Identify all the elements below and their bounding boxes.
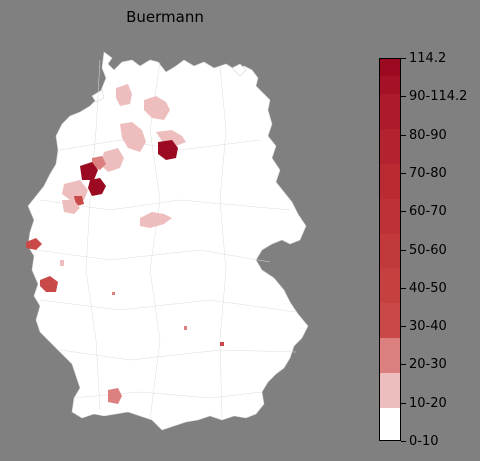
colorbar-segment: [380, 372, 400, 408]
map-title: Buermann: [126, 8, 204, 26]
district-region: [62, 180, 88, 200]
district-region: [184, 326, 187, 330]
colorbar-tick: [401, 96, 406, 98]
district-region: [60, 260, 64, 266]
colorbar-tick: [401, 58, 406, 59]
district-region: [88, 178, 106, 196]
district-region: [80, 162, 98, 180]
colorbar-tick-label: 30-40: [409, 319, 447, 335]
colorbar-segment: [380, 198, 400, 234]
district-region: [92, 156, 106, 170]
district-region: [40, 276, 58, 292]
colorbar-segment: [380, 407, 400, 440]
highlighted-districts: [26, 84, 224, 404]
colorbar-tick-label: 90-114.2: [409, 89, 468, 105]
colorbar-tick-label: 80-90: [409, 127, 447, 143]
colorbar: [379, 58, 401, 441]
colorbar-segment: [380, 163, 400, 199]
colorbar-tick: [401, 134, 406, 136]
colorbar-tick-label: 10-20: [409, 395, 447, 411]
germany-outline: [27, 51, 309, 431]
district-region: [116, 84, 132, 106]
colorbar-tick-label: 20-30: [409, 357, 447, 373]
district-region: [62, 200, 80, 214]
colorbar-segment: [380, 302, 400, 339]
colorbar-tick-label: 114.2: [409, 51, 447, 66]
colorbar-tick-label: 50-60: [409, 242, 447, 258]
colorbar-tick: [401, 441, 406, 442]
colorbar-segment: [380, 267, 400, 304]
district-region: [144, 96, 170, 120]
colorbar-tick: [401, 364, 406, 366]
district-region: [26, 238, 42, 250]
district-region: [100, 148, 124, 172]
colorbar-tick: [401, 249, 406, 251]
district-region: [108, 388, 122, 404]
district-region: [112, 292, 115, 295]
district-region: [158, 140, 178, 160]
colorbar-segment: [380, 337, 400, 373]
colorbar-segment: [380, 93, 400, 130]
district-region: [220, 342, 224, 346]
colorbar-tick-label: 70-80: [409, 165, 447, 181]
colorbar-tick: [401, 402, 406, 404]
colorbar-tick: [401, 287, 406, 289]
colorbar-segment: [380, 59, 400, 77]
colorbar-tick: [401, 326, 406, 328]
colorbar-tick-label: 60-70: [409, 204, 447, 220]
colorbar-segment: [380, 128, 400, 164]
colorbar-tick: [401, 172, 406, 174]
district-region: [120, 122, 146, 152]
colorbar-tick: [401, 211, 406, 213]
colorbar-tick-label: 40-50: [409, 280, 447, 296]
colorbar-segment: [380, 233, 400, 269]
colorbar-tick-label: 0-10: [409, 434, 439, 449]
germany-choropleth-map: [26, 51, 309, 431]
district-region: [140, 212, 172, 228]
